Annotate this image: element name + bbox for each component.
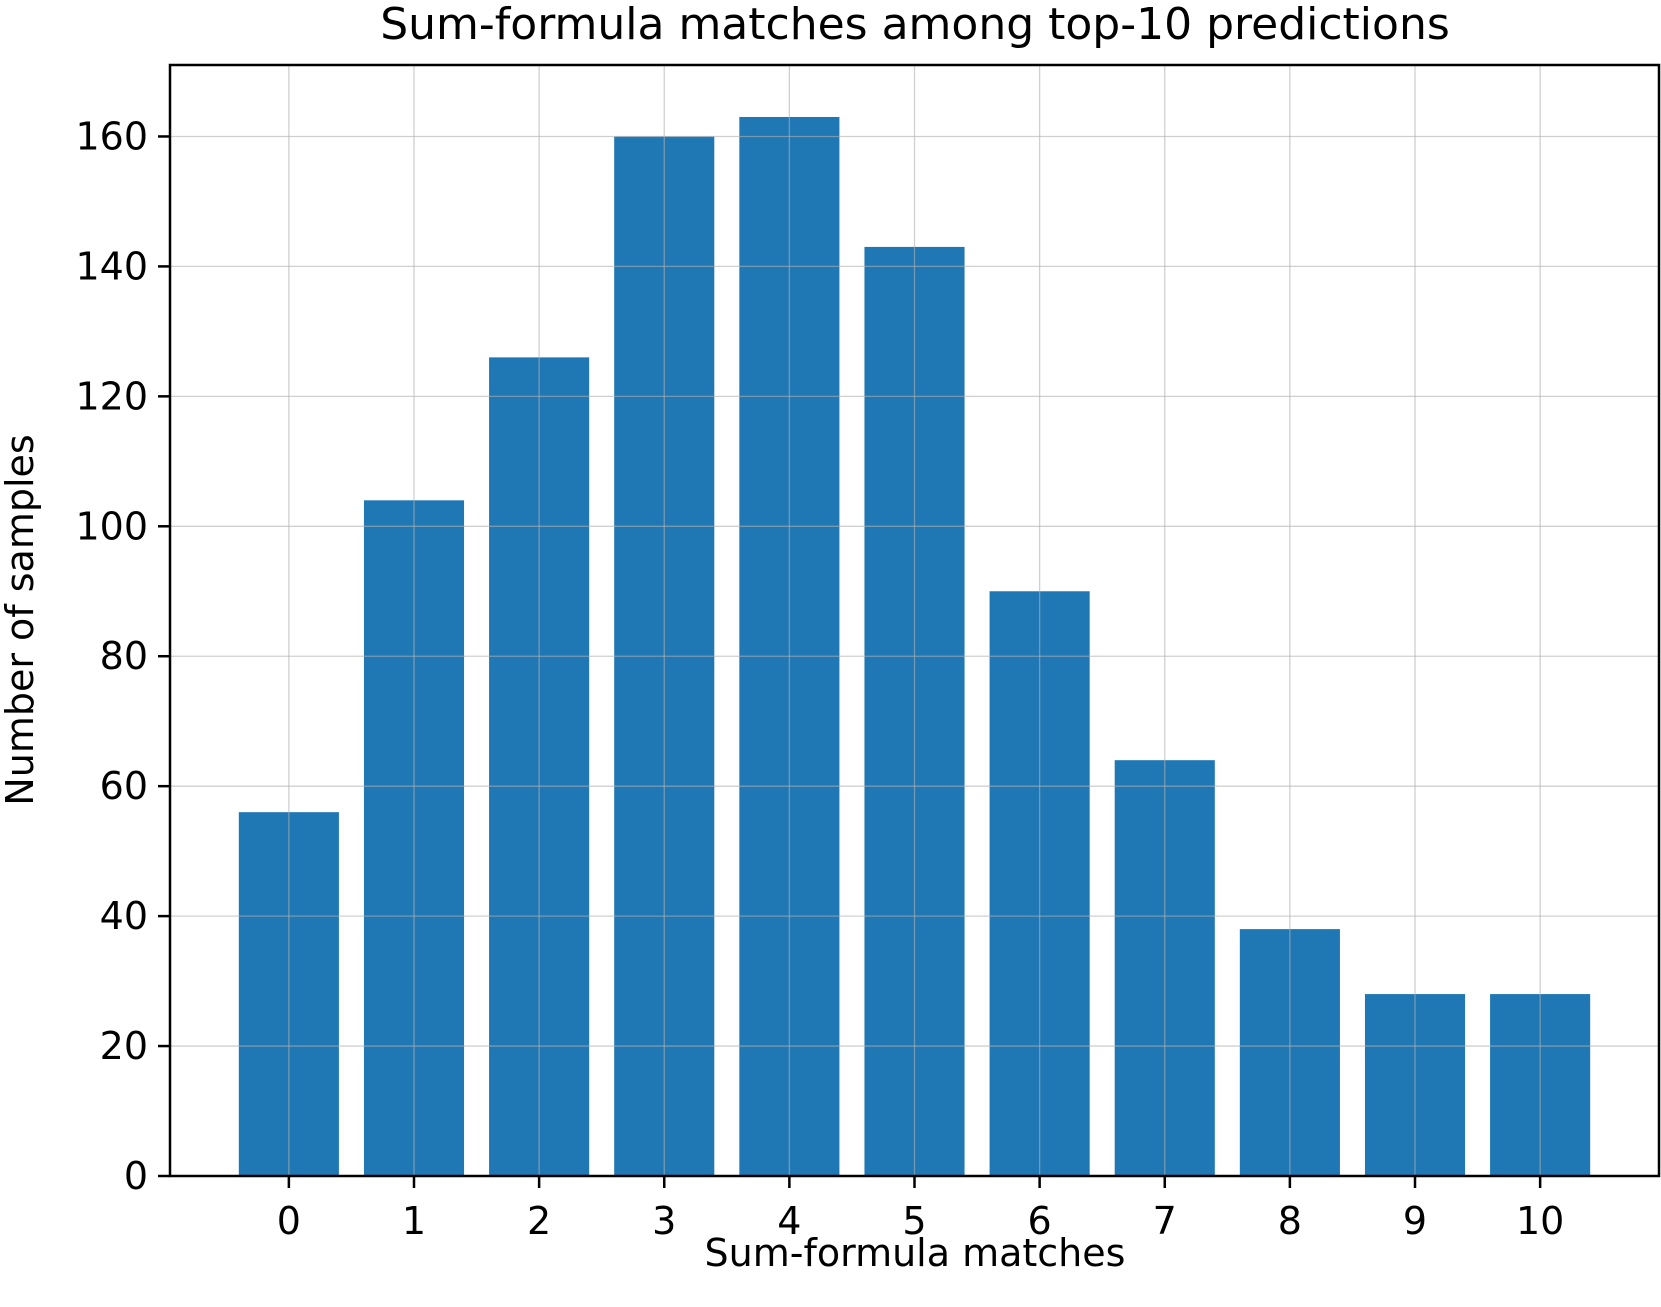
y-tick-label: 140 — [75, 244, 148, 288]
x-tick-label: 1 — [402, 1199, 426, 1243]
x-tick-label: 5 — [902, 1199, 926, 1243]
x-tick-label: 2 — [527, 1199, 551, 1243]
y-tick-label: 40 — [100, 894, 148, 938]
y-axis: 0 20 40 60 80 100 120 140 160 — [75, 114, 170, 1198]
x-tick-label: 3 — [652, 1199, 676, 1243]
y-axis-label: Number of samples — [0, 434, 42, 805]
x-axis-label: Sum-formula matches — [705, 1231, 1126, 1275]
y-tick-label: 160 — [75, 114, 148, 158]
y-tick-label: 60 — [100, 764, 148, 808]
y-tick-label: 120 — [75, 374, 148, 418]
y-tick-label: 80 — [100, 634, 148, 678]
x-axis: 0 1 2 3 4 5 6 7 8 9 10 — [277, 1176, 1564, 1243]
x-tick-label: 8 — [1278, 1199, 1302, 1243]
x-tick-label: 9 — [1403, 1199, 1427, 1243]
x-tick-label: 6 — [1028, 1199, 1052, 1243]
x-tick-label: 4 — [777, 1199, 801, 1243]
y-tick-label: 20 — [100, 1024, 148, 1068]
x-tick-label: 10 — [1516, 1199, 1564, 1243]
chart-title: Sum-formula matches among top-10 predict… — [380, 0, 1450, 50]
y-tick-label: 0 — [124, 1154, 148, 1198]
x-tick-label: 0 — [277, 1199, 301, 1243]
y-tick-label: 100 — [75, 504, 148, 548]
x-tick-label: 7 — [1153, 1199, 1177, 1243]
